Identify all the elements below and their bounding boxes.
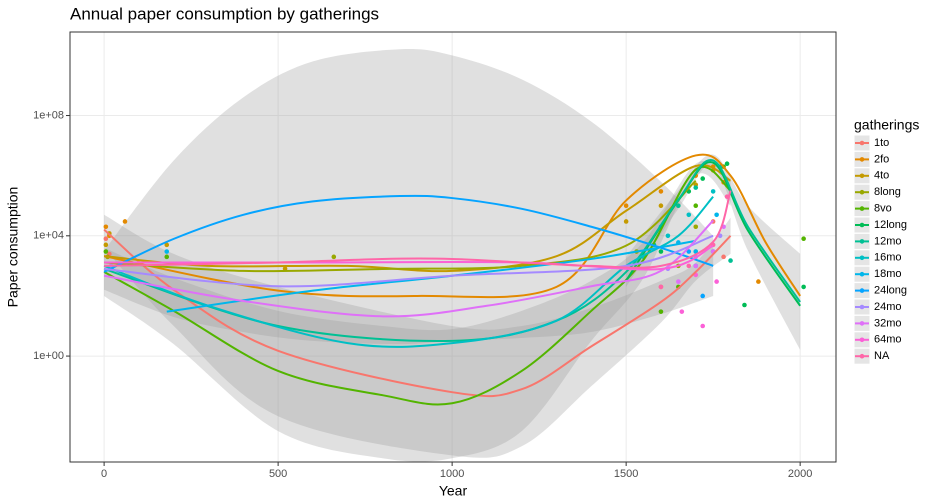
- smooth-line: [104, 179, 697, 273]
- data-point: [103, 236, 109, 242]
- data-point: [724, 161, 730, 167]
- smooth-line: [104, 164, 732, 273]
- x-tick-label: 2000: [788, 468, 812, 480]
- data-point: [623, 219, 629, 224]
- legend-swatch-dot: [859, 288, 865, 293]
- y-axis-label: Paper consumption: [5, 187, 21, 308]
- smooth-line: [103, 194, 714, 273]
- data-point: [658, 189, 664, 194]
- data-point: [693, 203, 699, 209]
- data-point: [801, 236, 806, 242]
- smooth-line: [104, 190, 732, 269]
- data-point: [714, 279, 719, 284]
- data-point: [756, 279, 761, 284]
- smooth-line: [104, 234, 714, 288]
- data-point: [676, 203, 681, 209]
- legend-label: 12long: [874, 219, 907, 231]
- data-point: [103, 224, 109, 230]
- data-point: [801, 284, 806, 290]
- legend-swatch-dot: [859, 239, 865, 244]
- data-point: [710, 189, 716, 194]
- legend-label: 1to: [874, 137, 889, 149]
- x-tick-label: 1000: [440, 468, 464, 480]
- x-tick-label: 1500: [614, 468, 638, 480]
- data-point: [665, 233, 671, 239]
- data-point: [693, 185, 699, 190]
- data-point: [693, 249, 699, 254]
- y-tick-label: 1e+04: [33, 230, 64, 242]
- legend-swatch-dot: [859, 173, 865, 179]
- data-point: [658, 309, 664, 314]
- data-point: [658, 284, 664, 290]
- data-point: [122, 219, 128, 224]
- panel-border: [69, 31, 837, 463]
- data-point: [164, 249, 170, 254]
- x-axis-label: Year: [439, 483, 468, 499]
- data-point: [164, 242, 170, 248]
- legend-label: 12mo: [874, 235, 902, 247]
- data-point: [700, 293, 706, 299]
- y-tick-label: 1e+08: [33, 109, 64, 121]
- legend-label: 64mo: [874, 334, 902, 346]
- confidence-band: [104, 214, 731, 458]
- data-point: [331, 254, 337, 260]
- legend-swatch-dot: [859, 304, 865, 310]
- legend-title: gatherings: [854, 117, 919, 133]
- data-point: [686, 263, 692, 269]
- legend-swatch-dot: [859, 271, 865, 277]
- legend-label: 18mo: [874, 268, 902, 280]
- legend-label: 8long: [874, 186, 901, 198]
- legend-label: NA: [874, 350, 890, 362]
- legend-label: 2fo: [874, 153, 889, 165]
- data-point: [103, 242, 109, 248]
- confidence-band: [626, 154, 801, 350]
- legend-label: 32mo: [874, 317, 902, 329]
- legend-swatch-dot: [859, 321, 865, 326]
- data-point: [693, 224, 699, 230]
- legend-swatch-dot: [859, 255, 865, 261]
- legend-swatch-dot: [859, 206, 865, 211]
- plot-layer: [103, 49, 806, 462]
- legend-swatch-dot: [859, 337, 865, 343]
- chart-title: Annual paper consumption by gatherings: [70, 4, 379, 23]
- data-point: [700, 323, 706, 329]
- legend-label: 4to: [874, 170, 889, 182]
- data-point: [623, 203, 629, 209]
- data-point: [658, 203, 664, 209]
- data-point: [700, 176, 706, 181]
- legend-swatch-dot: [859, 140, 865, 146]
- data-point: [164, 254, 170, 260]
- smooth-line: [103, 153, 801, 299]
- data-point: [693, 263, 699, 269]
- data-point: [282, 266, 288, 272]
- legend-swatch-dot: [859, 222, 865, 228]
- data-point: [686, 249, 692, 254]
- data-point: [742, 302, 747, 308]
- confidence-band: [104, 160, 731, 462]
- data-point: [679, 309, 685, 314]
- data-point: [721, 254, 726, 260]
- legend-label: 24mo: [874, 301, 902, 313]
- data-point: [103, 249, 109, 254]
- smooth-line: [104, 244, 714, 271]
- y-tick-label: 1e+00: [33, 350, 64, 362]
- data-point: [686, 212, 692, 218]
- legend-label: 24long: [874, 285, 907, 297]
- legend-label: 8vo: [874, 203, 892, 215]
- legend-swatch-dot: [859, 189, 865, 195]
- smooth-line: [103, 219, 714, 318]
- legend-label: 16mo: [874, 252, 902, 264]
- data-point: [714, 212, 719, 218]
- data-point: [658, 249, 664, 254]
- x-tick-label: 0: [101, 468, 107, 480]
- legend-swatch-dot: [859, 353, 865, 359]
- legend-swatch-dot: [859, 157, 865, 162]
- data-point: [676, 279, 681, 284]
- data-point: [728, 258, 733, 263]
- x-tick-label: 500: [269, 468, 287, 480]
